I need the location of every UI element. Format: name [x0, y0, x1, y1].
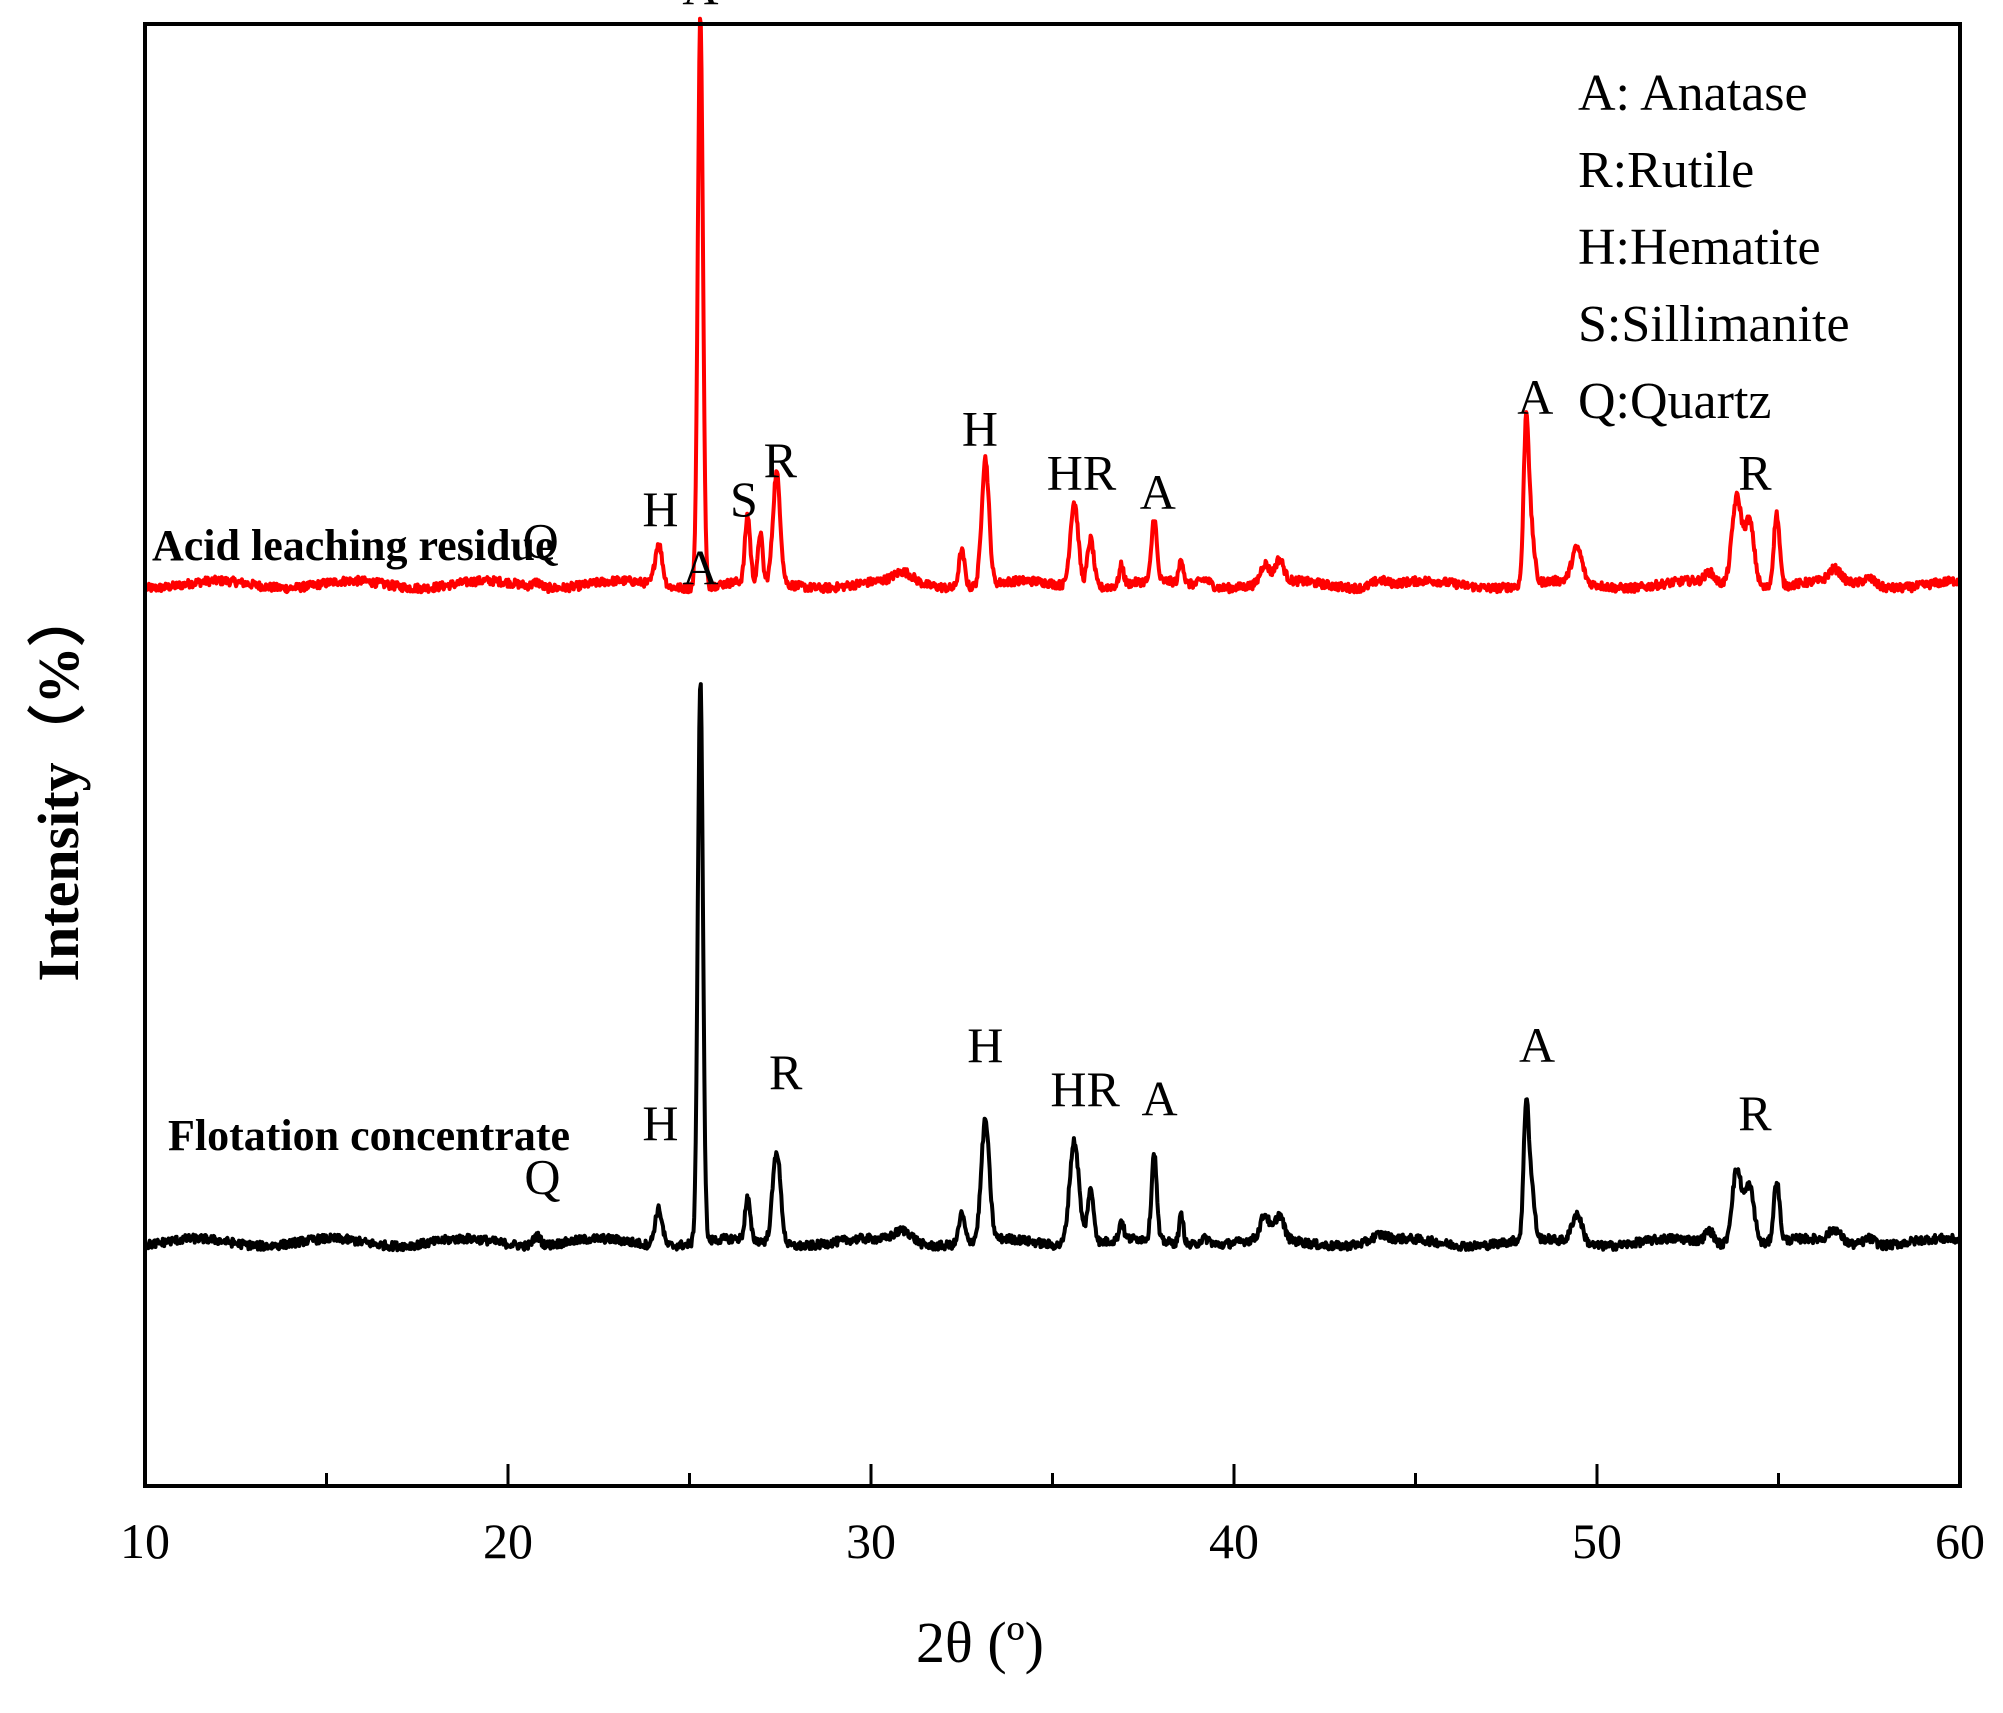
peak-label: Q — [523, 513, 559, 569]
peak-label: H — [967, 1017, 1003, 1073]
x-tick-label: 50 — [1572, 1513, 1622, 1569]
peak-label: S — [730, 471, 758, 527]
x-tick-label: 60 — [1935, 1513, 1985, 1569]
x-tick-label: 20 — [483, 1513, 533, 1569]
peak-label: A — [682, 539, 718, 595]
series-line-acid-leaching-residue — [144, 16, 1962, 595]
series-line-flotation-concentrate — [145, 682, 1962, 1253]
legend-entry-anatase: A: Anatase — [1578, 65, 1808, 122]
peak-label: HR — [1047, 444, 1117, 500]
x-axis-title: 2θ (º) — [916, 1610, 1044, 1675]
peak-annotations: AHQSRHHRAARAHQRHHRAAR — [523, 0, 1773, 1205]
legend-entry-hematite: H:Hematite — [1578, 219, 1821, 276]
legend-entry-rutile: R:Rutile — [1578, 142, 1754, 199]
x-tick-labels: 10 20 30 40 50 60 — [120, 1513, 1985, 1569]
peak-label: R — [769, 1044, 803, 1100]
peak-label: A — [1519, 1017, 1555, 1073]
peak-label: R — [1738, 1085, 1772, 1141]
peak-label: R — [1738, 444, 1772, 500]
legend: A: Anatase R:Rutile H:Hematite S:Sillima… — [1578, 65, 1850, 430]
peak-label: A — [1140, 464, 1176, 520]
peak-label: R — [764, 432, 798, 488]
peak-label: A — [682, 0, 718, 16]
peak-label: A — [1142, 1071, 1178, 1127]
peak-label: H — [642, 481, 678, 537]
x-tick-label: 30 — [846, 1513, 896, 1569]
peak-label: Q — [524, 1149, 560, 1205]
series-layer — [144, 16, 1962, 1253]
x-tick-label: 10 — [120, 1513, 170, 1569]
peak-label: H — [642, 1095, 678, 1151]
series-label-acid-leaching-residue: Acid leaching residue — [152, 521, 555, 570]
peak-label: HR — [1050, 1061, 1120, 1117]
y-axis-title: Intensity（%） — [26, 588, 91, 981]
legend-entry-sillimanite: S:Sillimanite — [1578, 296, 1850, 353]
x-ticks — [325, 1464, 1780, 1486]
series-label-flotation-concentrate: Flotation concentrate — [168, 1111, 570, 1160]
x-tick-label: 40 — [1209, 1513, 1259, 1569]
peak-label: A — [1517, 369, 1553, 425]
legend-entry-quartz: Q:Quartz — [1578, 373, 1771, 430]
peak-label: H — [962, 401, 998, 457]
